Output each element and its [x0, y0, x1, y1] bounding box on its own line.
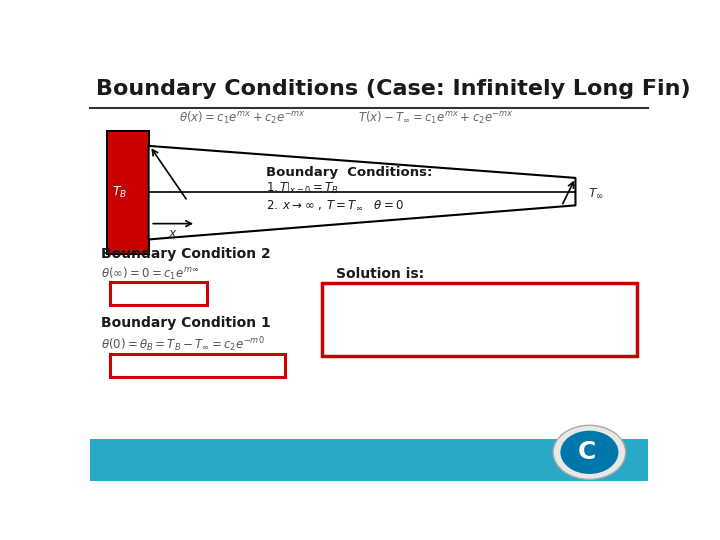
Text: Solution is:: Solution is:	[336, 267, 423, 281]
Text: C: C	[577, 440, 596, 464]
FancyBboxPatch shape	[322, 283, 637, 356]
Text: $T(x) - T_{\infty} = c_1 e^{mx} + c_2 e^{-mx}$: $T(x) - T_{\infty} = c_1 e^{mx} + c_2 e^…	[358, 110, 513, 126]
FancyBboxPatch shape	[109, 282, 207, 305]
Text: Boundary Condition 1: Boundary Condition 1	[101, 315, 271, 329]
Text: $2. \; x \to \infty \;,\; T = T_{\infty} \quad \theta = 0$: $2. \; x \to \infty \;,\; T = T_{\infty}…	[266, 199, 404, 212]
FancyBboxPatch shape	[107, 131, 148, 254]
Text: $T_{\infty}$: $T_{\infty}$	[588, 187, 604, 200]
FancyBboxPatch shape	[109, 354, 285, 377]
Text: $T(x) = T_{\infty} + (T_B - T_{\infty})e^{-mx}$: $T(x) = T_{\infty} + (T_B - T_{\infty})e…	[333, 323, 489, 340]
Text: $\theta(\infty) = 0 = c_1 e^{m\infty}$: $\theta(\infty) = 0 = c_1 e^{m\infty}$	[101, 266, 199, 282]
Polygon shape	[148, 146, 575, 239]
Text: $\theta(0) = \theta_B = T_B - T_{\infty} = c_2 e^{-m0}$: $\theta(0) = \theta_B = T_B - T_{\infty}…	[101, 335, 265, 354]
Circle shape	[553, 426, 626, 480]
Text: $c_1 = 0$: $c_1 = 0$	[140, 286, 176, 301]
Text: $T_B$: $T_B$	[112, 185, 127, 200]
Text: Boundary  Conditions:: Boundary Conditions:	[266, 166, 432, 179]
Text: Boundary Condition 2: Boundary Condition 2	[101, 247, 271, 261]
Text: $\theta(x) = c_1 e^{mx} + c_2 e^{-mx}$: $\theta(x) = c_1 e^{mx} + c_2 e^{-mx}$	[179, 110, 306, 126]
Text: $c_2 = \theta_B = T_B - T_{\infty}$: $c_2 = \theta_B = T_B - T_{\infty}$	[145, 357, 248, 374]
Circle shape	[560, 431, 618, 474]
Text: $x$: $x$	[168, 227, 178, 240]
Text: Boundary Conditions (Case: Infinitely Long Fin): Boundary Conditions (Case: Infinitely Lo…	[96, 79, 690, 99]
Text: $1. \left.T\right|_{x=0} = T_B$: $1. \left.T\right|_{x=0} = T_B$	[266, 181, 338, 196]
Text: $\theta(x) = \theta_B e^{-mx}$: $\theta(x) = \theta_B e^{-mx}$	[333, 292, 418, 308]
FancyBboxPatch shape	[90, 439, 648, 481]
